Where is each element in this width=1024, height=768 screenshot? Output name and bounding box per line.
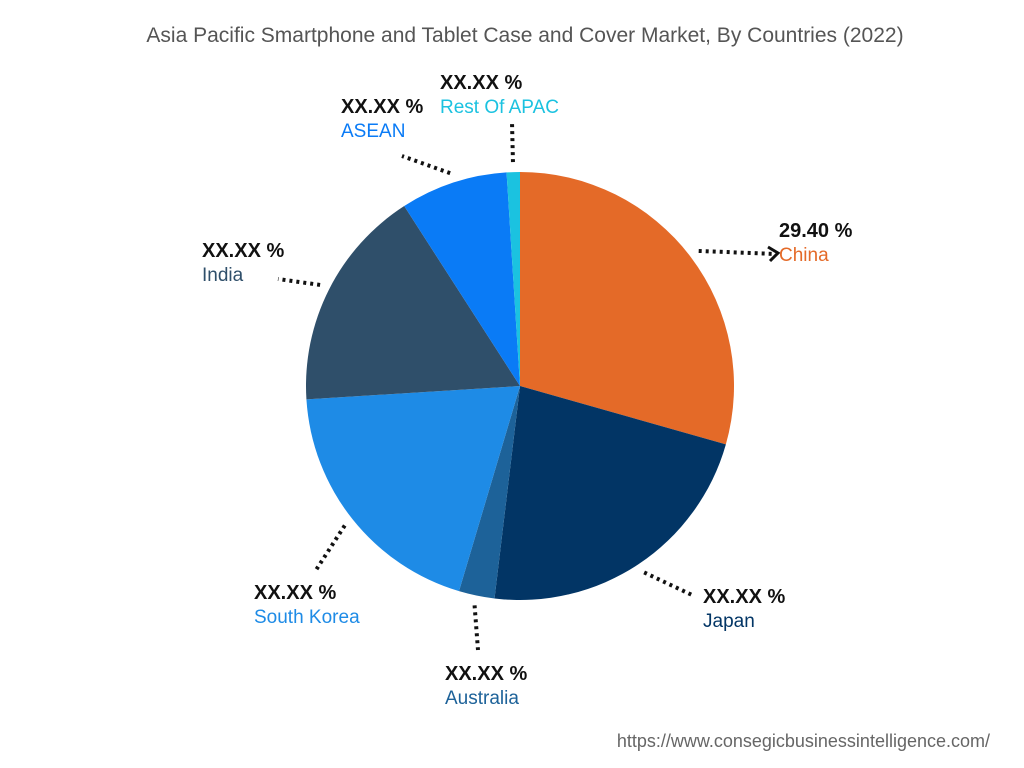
leader-line-japan xyxy=(643,570,693,597)
slice-name-label-india: India xyxy=(202,265,244,286)
leader-lines xyxy=(277,121,781,651)
slice-name-label-china: China xyxy=(779,245,829,266)
leader-line-china xyxy=(698,248,777,256)
leader-line-south-korea xyxy=(314,524,347,572)
leader-line-australia xyxy=(472,605,480,651)
pie-slice-asean xyxy=(404,172,520,386)
slice-value-label-india: XX.XX % xyxy=(202,240,284,262)
slice-name-label-australia: Australia xyxy=(445,688,519,709)
slice-labels: 29.40 % China XX.XX % Japan XX.XX % Australia… xyxy=(202,72,853,709)
slice-name-label-asean: ASEAN xyxy=(341,121,405,142)
slice-name-label-south-korea: South Korea xyxy=(254,607,360,628)
source-url: https://www.consegicbusinessintelligence… xyxy=(616,731,990,751)
chart-title: Asia Pacific Smartphone and Tablet Case … xyxy=(146,24,904,47)
slice-value-label-australia: XX.XX % xyxy=(445,663,527,685)
leader-line-asean xyxy=(401,154,451,176)
pie-slice-australia xyxy=(459,386,520,599)
slice-name-label-rest-of-apac: Rest Of APAC xyxy=(440,97,559,118)
pie-slice-south-korea xyxy=(306,386,520,592)
pie-slice-rest-of-apac xyxy=(506,172,520,386)
leader-arrow-china xyxy=(767,245,781,263)
pie-slice-china xyxy=(520,172,735,445)
pie-slices xyxy=(306,172,735,600)
pie-slice-japan xyxy=(494,386,726,600)
slice-value-label-china: 29.40 % xyxy=(779,220,853,242)
slice-name-label-japan: Japan xyxy=(703,611,755,632)
leader-line-india xyxy=(277,277,321,287)
slice-value-label-asean: XX.XX % xyxy=(341,96,423,118)
slice-value-label-rest-of-apac: XX.XX % xyxy=(440,72,522,94)
leader-line-rest-of-apac xyxy=(510,121,515,163)
pie-slice-india xyxy=(306,206,520,400)
slice-value-label-south-korea: XX.XX % xyxy=(254,582,336,604)
slice-value-label-japan: XX.XX % xyxy=(703,586,785,608)
